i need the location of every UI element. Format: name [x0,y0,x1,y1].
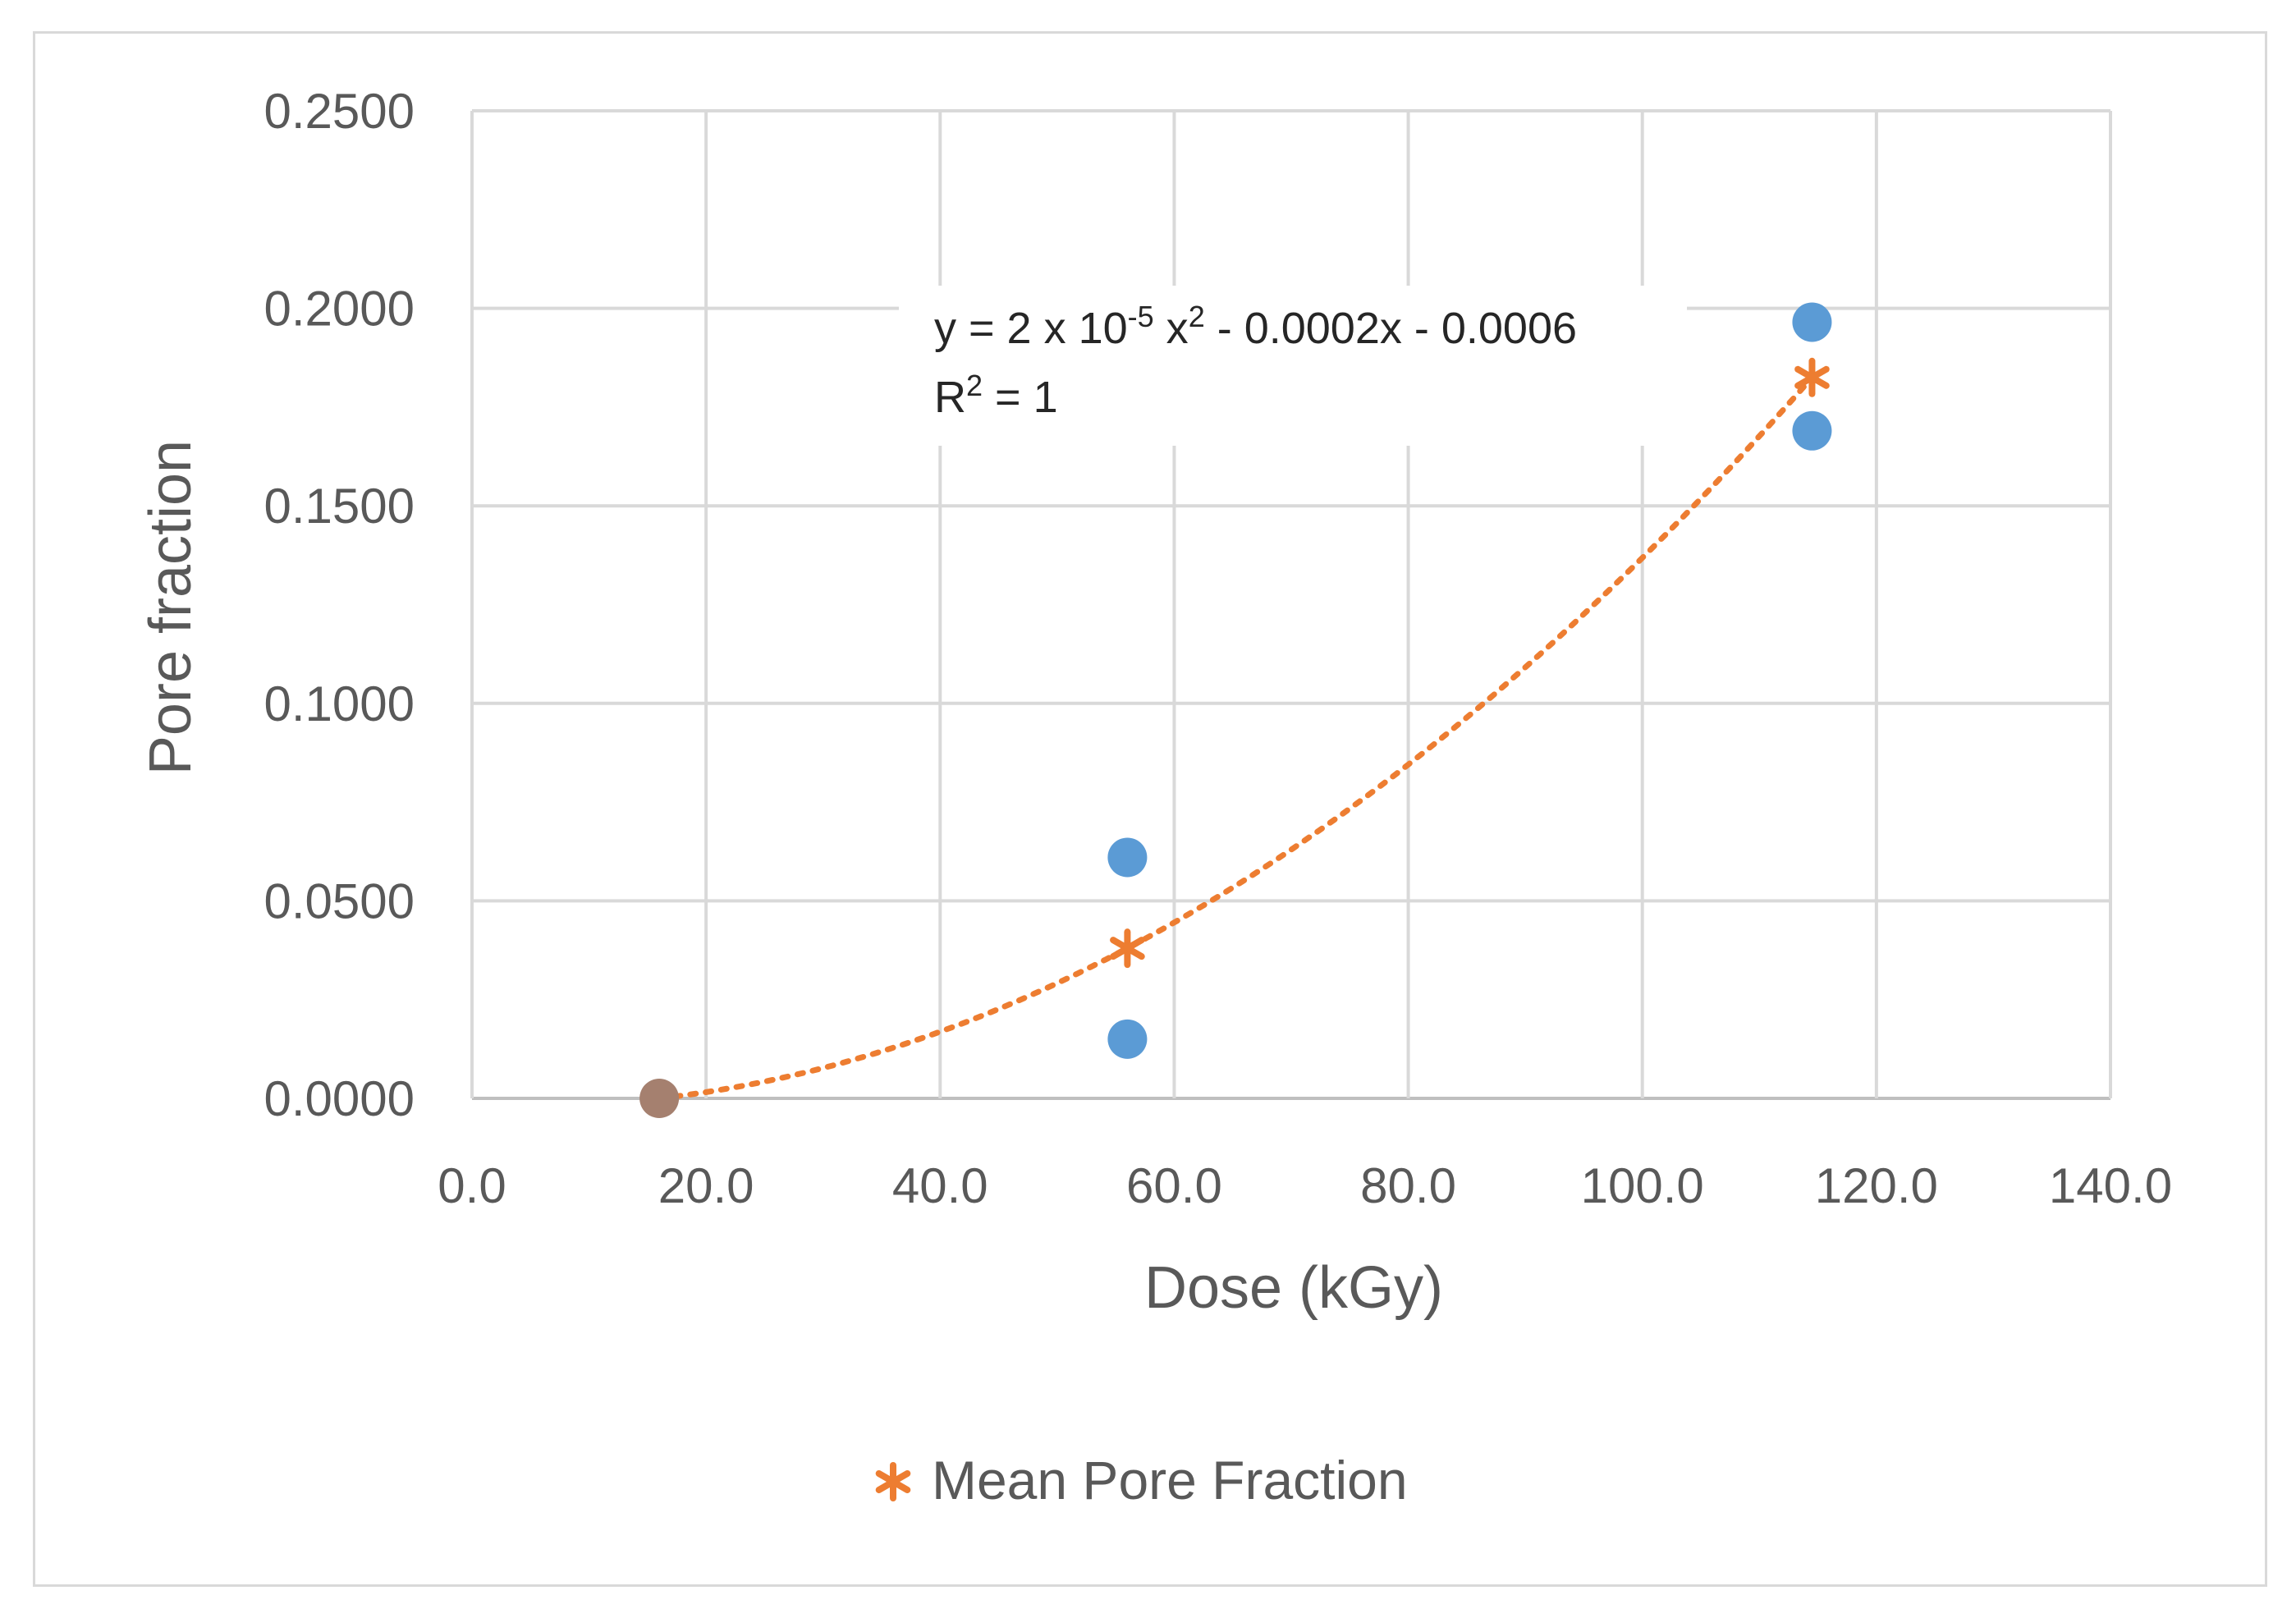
legend-asterisk-icon [875,1462,911,1501]
y-tick-label: 0.2000 [264,282,415,337]
trendline [656,374,1815,1102]
data-point [1792,302,1832,342]
data-point [1107,1019,1148,1059]
marker-layer [639,302,1832,1118]
x-axis-title: Dose (kGy) [1144,1255,1443,1321]
mean-data-point [1110,928,1145,969]
data-point [639,1079,680,1118]
x-tick-label: 140.0 [2049,1158,2172,1213]
trendline-annotation-background [899,286,1687,446]
x-tick-label: 60.0 [1126,1158,1222,1213]
grid-layer [470,109,2112,1100]
y-axis-title: Pore fraction [138,440,204,775]
mean-data-point [1794,357,1830,397]
x-tick-label: 80.0 [1360,1158,1456,1213]
data-point [1107,837,1148,878]
x-tick-label: 120.0 [1815,1158,1938,1213]
legend: Mean Pore Fraction [875,1450,1408,1510]
y-tick-label: 0.1000 [264,676,415,731]
trendline-layer [656,374,1815,1102]
y-tick-label: 0.0500 [264,873,415,928]
x-tick-label: 40.0 [892,1158,988,1213]
x-tick-label: 20.0 [658,1158,754,1213]
x-tick-label: 100.0 [1581,1158,1704,1213]
tick-layer: 0.0000 0.0500 0.1000 0.1500 0.2000 0.2500 0.0 2… [264,84,2172,1213]
legend-marker-mean [875,1462,911,1501]
trendline-r-squared: R2 = 1 [934,369,1058,422]
legend-label-mean: Mean Pore Fraction [932,1450,1408,1510]
trendline-equation: y = 2 x 10-5 x2 - 0.0002x - 0.0006 [934,300,1577,353]
y-tick-label: 0.1500 [264,479,415,534]
trendline-annotation: y = 2 x 10-5 x2 - 0.0002x - 0.0006 R2 = … [899,286,1687,446]
y-tick-label: 0.2500 [264,84,415,139]
x-tick-label: 0.0 [438,1158,506,1213]
data-point [1792,410,1832,451]
y-tick-label: 0.0000 [264,1071,415,1126]
